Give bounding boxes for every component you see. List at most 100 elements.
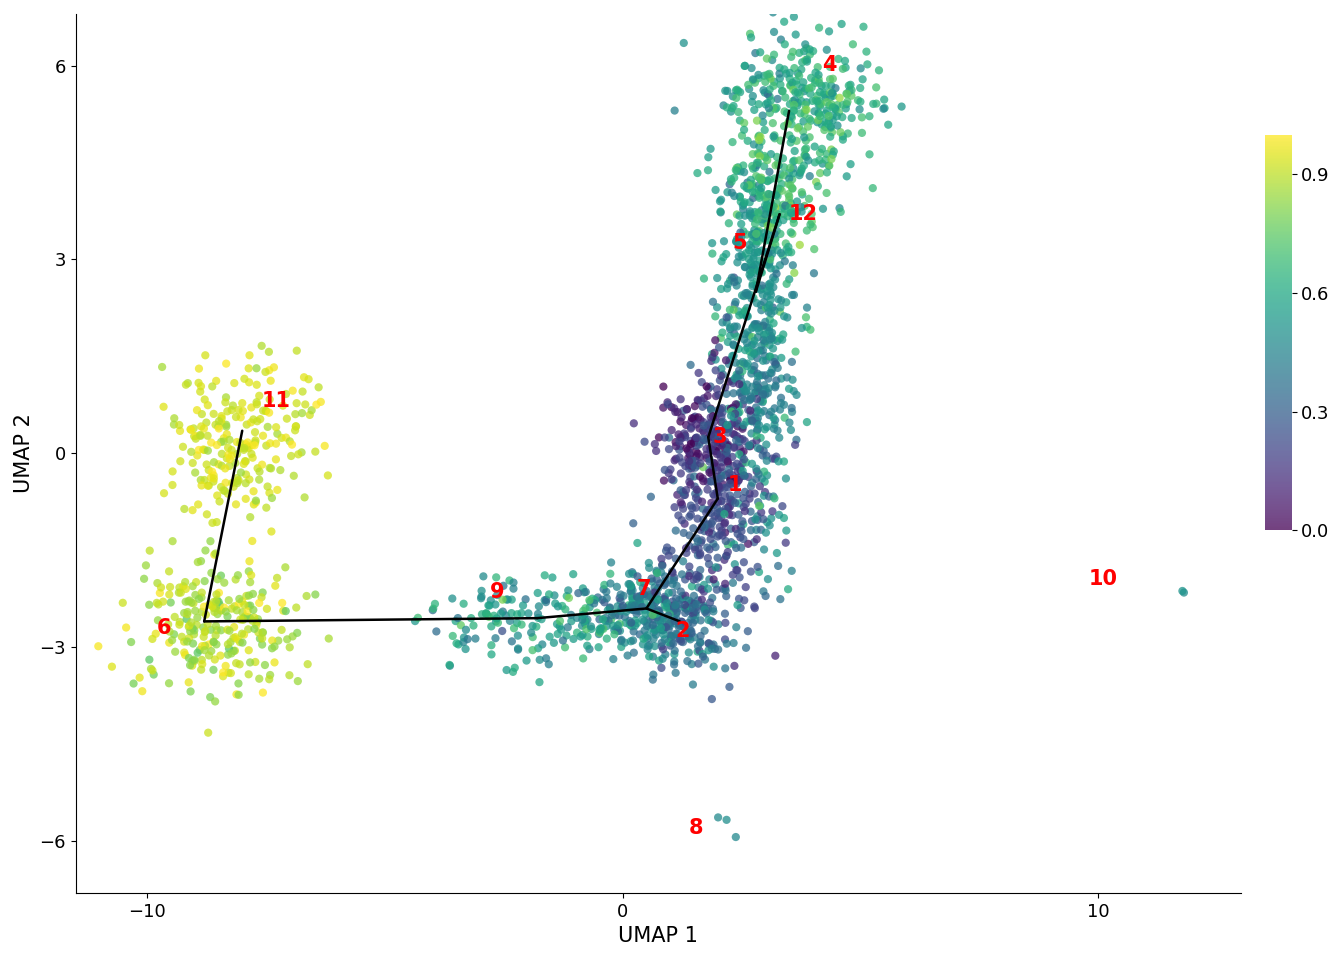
Point bbox=[581, 619, 602, 635]
Point bbox=[753, 394, 774, 409]
Point bbox=[743, 251, 765, 266]
Text: 8: 8 bbox=[689, 818, 704, 838]
Point bbox=[653, 473, 675, 489]
Point bbox=[711, 523, 732, 539]
Point bbox=[692, 646, 714, 661]
Point bbox=[276, 386, 297, 401]
Point bbox=[684, 630, 706, 645]
Point bbox=[551, 622, 573, 637]
Point bbox=[859, 108, 880, 124]
Point bbox=[672, 618, 694, 634]
Point bbox=[208, 594, 230, 610]
Text: 12: 12 bbox=[789, 204, 818, 224]
Point bbox=[758, 304, 780, 320]
Point bbox=[707, 434, 728, 449]
Point bbox=[770, 132, 792, 148]
Point bbox=[794, 198, 816, 213]
Point bbox=[257, 420, 278, 435]
Point bbox=[727, 367, 749, 382]
Point bbox=[809, 145, 831, 160]
Point bbox=[599, 566, 621, 582]
Point bbox=[730, 189, 751, 204]
Point bbox=[782, 82, 804, 97]
Point bbox=[308, 379, 329, 395]
Point bbox=[829, 125, 851, 140]
Point bbox=[634, 602, 656, 617]
Point bbox=[711, 409, 732, 424]
Point bbox=[243, 602, 265, 617]
Point bbox=[680, 420, 702, 435]
Point bbox=[757, 86, 778, 102]
Point bbox=[820, 78, 841, 93]
Point bbox=[746, 278, 767, 294]
Point bbox=[742, 94, 763, 109]
Point bbox=[761, 404, 782, 420]
Point bbox=[634, 434, 656, 449]
Point bbox=[683, 520, 704, 536]
Point bbox=[766, 205, 788, 221]
Point bbox=[743, 363, 765, 378]
Point bbox=[746, 168, 767, 183]
Point bbox=[747, 67, 769, 83]
Point bbox=[694, 600, 715, 615]
Point bbox=[249, 631, 270, 646]
Point bbox=[738, 328, 759, 344]
Point bbox=[603, 622, 625, 637]
Point bbox=[816, 185, 837, 201]
Point bbox=[645, 595, 667, 611]
Point bbox=[730, 368, 751, 383]
Point bbox=[683, 604, 704, 619]
Point bbox=[734, 195, 755, 210]
Point bbox=[739, 486, 761, 501]
Point bbox=[622, 583, 644, 598]
Point bbox=[758, 66, 780, 82]
Point bbox=[734, 59, 755, 74]
Point bbox=[734, 115, 755, 131]
Point bbox=[492, 604, 513, 619]
Point bbox=[737, 285, 758, 300]
Point bbox=[284, 468, 305, 484]
Point bbox=[703, 421, 724, 437]
Point bbox=[685, 500, 707, 516]
Point bbox=[703, 488, 724, 503]
Point bbox=[239, 611, 261, 626]
Point bbox=[784, 153, 805, 168]
Point bbox=[711, 438, 732, 453]
Point bbox=[762, 100, 784, 115]
Point bbox=[198, 463, 219, 478]
Point bbox=[671, 584, 692, 599]
Point bbox=[728, 404, 750, 420]
Point bbox=[516, 653, 538, 668]
Point bbox=[168, 617, 190, 633]
Point bbox=[723, 170, 745, 185]
Point bbox=[734, 331, 755, 347]
Point bbox=[594, 594, 616, 610]
Point bbox=[664, 400, 685, 416]
Point bbox=[732, 224, 754, 239]
Point bbox=[809, 153, 831, 168]
Point bbox=[233, 403, 254, 419]
Point bbox=[749, 564, 770, 580]
Point bbox=[765, 272, 786, 287]
Point bbox=[691, 393, 712, 408]
Point bbox=[699, 541, 720, 557]
Point bbox=[716, 386, 738, 401]
Point bbox=[188, 361, 210, 376]
Point bbox=[782, 227, 804, 242]
Point bbox=[767, 559, 789, 574]
Point bbox=[633, 575, 655, 590]
Point bbox=[546, 616, 567, 632]
Point bbox=[665, 439, 687, 454]
Point bbox=[747, 380, 769, 396]
Point bbox=[685, 430, 707, 445]
Point bbox=[634, 630, 656, 645]
Point bbox=[676, 441, 698, 456]
Point bbox=[594, 577, 616, 592]
Point bbox=[784, 383, 805, 398]
Point bbox=[797, 119, 818, 134]
Point bbox=[659, 616, 680, 632]
Point bbox=[655, 568, 676, 584]
Point bbox=[626, 607, 648, 622]
Point bbox=[742, 190, 763, 205]
Point bbox=[781, 205, 802, 221]
